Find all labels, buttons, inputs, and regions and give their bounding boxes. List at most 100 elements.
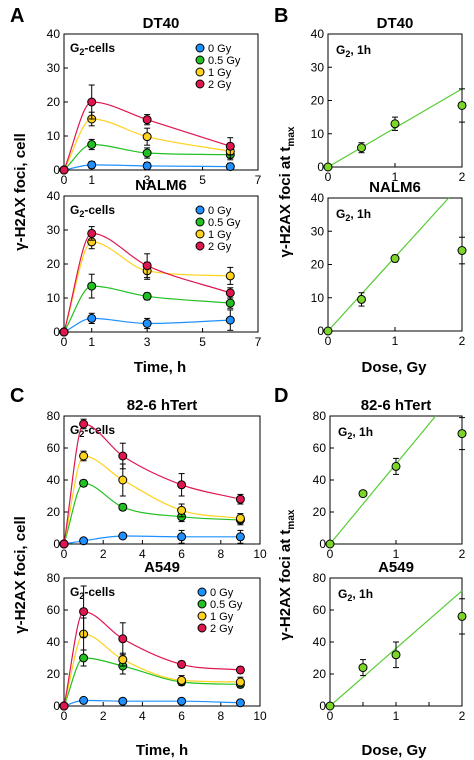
y-tick-label: 10 bbox=[311, 291, 325, 305]
data-point-0-5-gy bbox=[79, 653, 89, 663]
y-tick-label: 30 bbox=[311, 60, 325, 74]
y-tick-label: 80 bbox=[47, 571, 61, 585]
data-point-2-gy bbox=[87, 228, 97, 238]
y-tick-label: 20 bbox=[47, 667, 61, 681]
data-point-2-gy bbox=[118, 634, 128, 644]
legend-marker-1-gy bbox=[195, 229, 205, 239]
panel-letter-c: C bbox=[10, 385, 24, 407]
y-tick-label: 80 bbox=[313, 571, 327, 585]
data-point-0-gy bbox=[225, 162, 235, 172]
y-tick-label: 20 bbox=[313, 667, 327, 681]
data-point-2-gy bbox=[59, 165, 69, 175]
data-point-0-gy bbox=[142, 161, 152, 171]
data-point-2-gy bbox=[235, 494, 245, 504]
legend-marker-0-gy bbox=[195, 43, 205, 53]
legend-label-1-gy: 1 Gy bbox=[208, 67, 232, 79]
series-line-2-gy bbox=[63, 101, 231, 171]
chart-title: A549 bbox=[378, 559, 414, 576]
data-point-0-gy bbox=[79, 536, 89, 546]
chart-title: DT40 bbox=[377, 15, 414, 32]
panel-c-ylabel: γ-H2AX foci, cell bbox=[12, 516, 29, 634]
data-point bbox=[391, 650, 401, 660]
panel-b-ylabel: γ-H2AX foci at tmax bbox=[277, 126, 297, 257]
y-tick-label: 0 bbox=[53, 699, 60, 713]
fit-line bbox=[329, 415, 437, 545]
legend-label-1-gy: 1 Gy bbox=[210, 611, 234, 623]
data-point-2-gy bbox=[59, 701, 69, 711]
panel-b-ylabel-main: γ-H2AX foci at t bbox=[277, 147, 294, 258]
annotation-sub: 2 bbox=[79, 209, 84, 219]
x-tick-label: 4 bbox=[139, 709, 146, 723]
annotation-rest: -cells bbox=[84, 203, 115, 217]
panel-annotation: G2-cells bbox=[70, 41, 115, 57]
y-tick-label: 60 bbox=[313, 441, 327, 455]
data-point bbox=[323, 162, 333, 172]
y-tick-label: 20 bbox=[47, 505, 61, 519]
data-point-2-gy bbox=[118, 451, 128, 461]
y-tick-label: 0 bbox=[317, 324, 324, 338]
data-point-0-gy bbox=[177, 532, 187, 542]
chart-title: 82-6 hTert bbox=[361, 397, 432, 414]
y-tick-label: 30 bbox=[47, 61, 61, 75]
data-point-2-gy bbox=[225, 141, 235, 151]
panel-b-xlabel: Dose, Gy bbox=[361, 359, 427, 376]
y-tick-label: 30 bbox=[311, 224, 325, 238]
x-tick-label: 1 bbox=[392, 334, 399, 348]
data-point-0-gy bbox=[225, 315, 235, 325]
data-point-0-gy bbox=[235, 532, 245, 542]
data-point-1-gy bbox=[225, 271, 235, 281]
x-tick-label: 0 bbox=[327, 547, 334, 561]
x-tick-label: 2 bbox=[459, 709, 466, 723]
legend-marker-0-5-gy bbox=[195, 217, 205, 227]
annotation-sub: 2 bbox=[345, 213, 350, 223]
panel-a-ylabel: γ-H2AX foci, cell bbox=[12, 133, 29, 251]
data-point-2-gy bbox=[79, 607, 89, 617]
data-point-1-gy bbox=[142, 132, 152, 142]
data-point-2-gy bbox=[87, 97, 97, 107]
x-tick-label: 1 bbox=[88, 173, 95, 187]
y-tick-label: 60 bbox=[47, 441, 61, 455]
panel-c-xlabel: Time, h bbox=[136, 742, 188, 759]
data-point bbox=[358, 489, 368, 499]
legend-label-2-gy: 2 Gy bbox=[210, 623, 234, 635]
chart-title: NALM6 bbox=[135, 177, 187, 194]
data-point-2-gy bbox=[225, 288, 235, 298]
x-tick-label: 10 bbox=[253, 547, 267, 561]
series-line-2-gy bbox=[63, 423, 241, 545]
data-point-1-gy bbox=[118, 655, 128, 665]
data-point-0-gy bbox=[177, 696, 187, 706]
data-point-1-gy bbox=[177, 505, 187, 515]
y-tick-label: 0 bbox=[319, 537, 326, 551]
data-point-1-gy bbox=[118, 475, 128, 485]
legend-label-0-5-gy: 0.5 Gy bbox=[208, 55, 241, 67]
annotation-main: G bbox=[336, 207, 345, 221]
annotation-rest: -cells bbox=[84, 41, 115, 55]
data-point bbox=[357, 143, 366, 153]
x-tick-label: 2 bbox=[459, 170, 466, 184]
legend-label-0-5-gy: 0.5 Gy bbox=[210, 599, 243, 611]
x-tick-label: 0 bbox=[61, 547, 68, 561]
data-point-2-gy bbox=[59, 327, 69, 337]
series-line-1-gy bbox=[63, 633, 241, 707]
annotation-sub: 2 bbox=[347, 593, 352, 603]
chart-82-6-htert-time: 82-6 hTert 0 20 40 60 80 0 2 4 6 8 10 G2-cells bbox=[47, 397, 267, 561]
x-tick-label: 8 bbox=[217, 709, 224, 723]
data-point-0-5-gy bbox=[142, 291, 152, 301]
y-tick-label: 0 bbox=[53, 163, 60, 177]
x-tick-label: 3 bbox=[144, 173, 151, 187]
legend-marker-0-5-gy bbox=[195, 55, 205, 65]
series-line-0-gy bbox=[63, 164, 231, 171]
x-tick-label: 2 bbox=[459, 547, 466, 561]
data-point bbox=[457, 611, 467, 621]
y-tick-label: 40 bbox=[47, 27, 61, 41]
panel-d-ylabel-main: γ-H2AX foci at t bbox=[277, 530, 294, 641]
x-tick-label: 2 bbox=[100, 547, 107, 561]
x-tick-label: 4 bbox=[139, 547, 146, 561]
data-point-2-gy bbox=[142, 115, 152, 125]
data-point-0-gy bbox=[118, 531, 128, 541]
y-tick-label: 10 bbox=[311, 127, 325, 141]
x-tick-label: 0 bbox=[61, 709, 68, 723]
